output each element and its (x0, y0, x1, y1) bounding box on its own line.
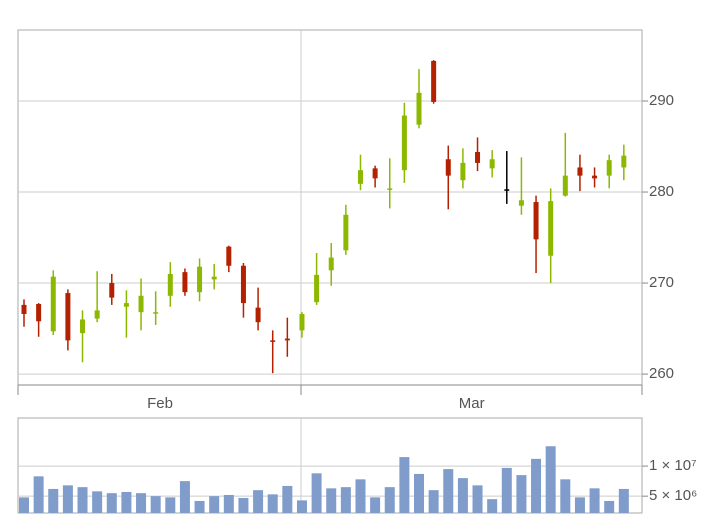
candle-body (138, 295, 144, 313)
candle-body (65, 293, 71, 341)
volume-bar (472, 485, 483, 513)
candle-body (182, 272, 188, 293)
volume-bar (136, 493, 147, 513)
volume-bar (340, 487, 351, 513)
volume-bar (531, 458, 542, 513)
volume-bar (311, 473, 322, 513)
volume-bar (282, 485, 293, 513)
y-tick-label: 280 (649, 183, 674, 200)
candle-body (431, 60, 437, 102)
candle-body (50, 276, 56, 332)
candle-body (562, 175, 568, 196)
volume-bar (370, 497, 381, 513)
candle-body (445, 159, 451, 176)
volume-bar (223, 494, 234, 513)
candle-body (94, 310, 100, 319)
volume-bar (33, 476, 44, 513)
x-tick-label: Mar (459, 395, 485, 412)
volume-bar (384, 487, 395, 513)
y-tick-label: 260 (649, 365, 674, 382)
volume-bar (150, 496, 161, 513)
candle-body (36, 303, 42, 322)
candle-body (518, 200, 524, 206)
volume-bar (589, 488, 600, 513)
volume-bar (457, 478, 468, 513)
candle-body (314, 274, 320, 303)
candle-body (489, 159, 495, 169)
volume-bar (604, 500, 615, 513)
volume-bar (574, 497, 585, 513)
y-tick-label: 1 × 10⁷ (649, 457, 697, 474)
candle-body (577, 167, 583, 176)
volume-bar (194, 500, 205, 513)
candle-body (401, 115, 407, 171)
volume-bar (296, 500, 307, 513)
candle-body (240, 265, 246, 304)
volume-bar (355, 479, 366, 513)
candle-body (211, 276, 217, 280)
candle-body (475, 151, 481, 163)
volume-bar (77, 487, 88, 513)
candle-body (606, 160, 612, 176)
candle-body (153, 312, 159, 314)
plot-layer: 260 270 280 290 Feb Mar 5 × 10⁶ 1 × 10⁷ (18, 60, 697, 513)
candle-body (548, 201, 554, 256)
volume-bar (443, 469, 454, 513)
candle-body (592, 175, 598, 179)
volume-bar (399, 457, 410, 513)
candle-body (226, 246, 232, 266)
volume-bar (121, 491, 132, 513)
candle-body (123, 303, 129, 307)
y-tick-label: 270 (649, 274, 674, 291)
volume-bar (62, 485, 73, 513)
candle-body (328, 257, 334, 271)
volume-bar (209, 496, 220, 513)
volume-bar (414, 473, 425, 513)
volume-bar (326, 488, 337, 513)
volume-bar (560, 479, 571, 513)
volume-bar (165, 497, 176, 513)
candle-body (372, 168, 378, 179)
volume-bar (487, 499, 498, 513)
candle-body (504, 189, 510, 191)
volume-bar (92, 491, 103, 513)
volume-bar (501, 467, 512, 513)
candle-body (197, 266, 203, 293)
candle-body (460, 162, 466, 181)
candle-body (167, 273, 173, 296)
volume-bar (19, 497, 29, 513)
candle-body (387, 188, 393, 190)
candle-body (109, 283, 115, 298)
candle-body (621, 155, 627, 168)
volume-bar (106, 493, 117, 513)
volume-bar (428, 490, 439, 513)
candle-body (299, 314, 305, 331)
candle-body (270, 340, 276, 342)
volume-bar (545, 446, 556, 513)
volume-bar (238, 497, 249, 513)
x-tick-label: Feb (147, 395, 173, 412)
candle-body (80, 319, 86, 334)
volume-bar (618, 488, 629, 513)
candle-body (533, 202, 539, 240)
volume-bar (253, 490, 264, 513)
volume-bar (267, 494, 278, 513)
volume-bar (48, 488, 59, 513)
volume-bar (179, 481, 190, 513)
candle-body (284, 338, 290, 341)
candle-body (255, 307, 261, 323)
y-tick-label: 290 (649, 92, 674, 109)
candle-body (21, 304, 27, 314)
y-tick-label: 5 × 10⁶ (649, 487, 697, 504)
candle-body (357, 170, 363, 184)
volume-bar (516, 475, 527, 513)
candle-body (343, 214, 349, 251)
candle-body (416, 92, 422, 125)
